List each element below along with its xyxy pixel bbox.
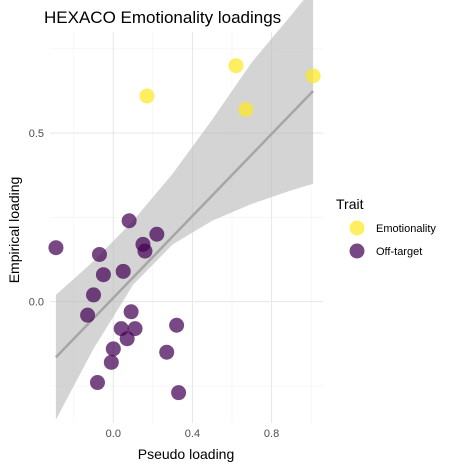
point-off-target bbox=[169, 317, 185, 333]
point-emotionality bbox=[139, 88, 155, 104]
point-off-target bbox=[119, 331, 135, 347]
legend-items: Emotionality Off-target bbox=[349, 220, 436, 259]
legend-label-emotionality: Emotionality bbox=[376, 223, 436, 235]
legend-key-emotionality bbox=[349, 220, 365, 236]
point-emotionality bbox=[305, 68, 321, 84]
point-off-target bbox=[159, 344, 175, 360]
x-axis-ticks: 0.0 0.4 0.8 bbox=[106, 428, 280, 440]
confidence-band-area bbox=[55, 0, 314, 420]
points bbox=[48, 58, 321, 401]
point-off-target bbox=[86, 287, 102, 303]
x-axis-title: Pseudo loading bbox=[138, 446, 235, 462]
legend-key-off-target bbox=[349, 243, 365, 259]
x-tick-label: 0.4 bbox=[185, 428, 200, 440]
point-off-target bbox=[171, 385, 187, 401]
point-off-target bbox=[123, 304, 139, 320]
y-tick-label: 0.0 bbox=[29, 297, 44, 309]
legend-title: Trait bbox=[336, 196, 364, 212]
y-axis-ticks: 0.0 0.5 bbox=[29, 128, 44, 309]
point-off-target bbox=[95, 267, 111, 283]
point-off-target bbox=[91, 246, 107, 262]
point-emotionality bbox=[228, 58, 244, 74]
y-tick-label: 0.5 bbox=[29, 128, 44, 140]
fit-line-segment bbox=[55, 90, 315, 359]
point-off-target bbox=[48, 240, 64, 256]
point-off-target bbox=[149, 226, 165, 242]
point-emotionality bbox=[238, 102, 254, 118]
legend: Trait Emotionality Off-target bbox=[336, 196, 436, 259]
x-tick-label: 0.0 bbox=[106, 428, 121, 440]
point-off-target bbox=[115, 263, 131, 279]
y-axis-title: Empirical loading bbox=[6, 177, 22, 284]
fit-line bbox=[55, 90, 315, 359]
point-off-target bbox=[103, 354, 119, 370]
point-off-target bbox=[89, 375, 105, 391]
point-off-target bbox=[121, 213, 137, 229]
chart-title: HEXACO Emotionality loadings bbox=[44, 8, 281, 27]
point-off-target bbox=[137, 243, 153, 259]
legend-label-off-target: Off-target bbox=[376, 246, 422, 258]
x-tick-label: 0.8 bbox=[264, 428, 279, 440]
point-off-target bbox=[80, 307, 96, 323]
point-off-target bbox=[127, 321, 143, 337]
point-off-target bbox=[105, 341, 121, 357]
confidence-band bbox=[55, 0, 314, 420]
